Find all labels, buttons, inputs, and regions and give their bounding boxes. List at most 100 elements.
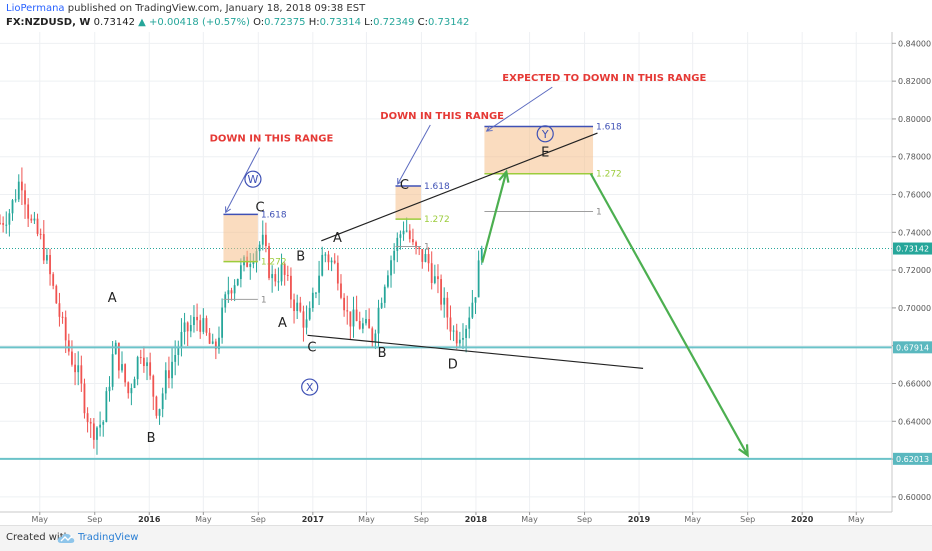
candle-body bbox=[67, 340, 70, 352]
x-tick-label: May bbox=[195, 515, 212, 524]
fib-label-1272: 1.272 bbox=[261, 258, 287, 268]
y-tick-label: 0.76000 bbox=[898, 191, 931, 200]
projection-arrowhead bbox=[498, 169, 510, 183]
candle-body bbox=[108, 386, 111, 392]
candle-body bbox=[99, 424, 102, 428]
level-price-tag-bg bbox=[893, 452, 932, 465]
candle-body bbox=[380, 302, 383, 308]
x-tick-label: 2019 bbox=[628, 515, 651, 524]
x-tick-label: 2017 bbox=[302, 515, 324, 524]
candle-body bbox=[374, 333, 377, 342]
trendline bbox=[307, 334, 644, 369]
candle-body bbox=[136, 357, 139, 380]
x-tick-label: Sep bbox=[251, 515, 266, 524]
candle-body bbox=[92, 423, 95, 440]
fib-label-1: 1 bbox=[596, 208, 602, 218]
candle-body bbox=[236, 278, 239, 286]
candle-body bbox=[86, 413, 89, 423]
fib-label-1272: 1.272 bbox=[596, 170, 622, 180]
open-value: 0.72375 bbox=[264, 17, 306, 28]
projection-arrow-line bbox=[481, 171, 508, 263]
candle-body bbox=[208, 332, 211, 344]
candle-body bbox=[158, 409, 161, 416]
candle-body bbox=[474, 297, 477, 303]
candle-body bbox=[64, 317, 67, 341]
close-value: 0.73142 bbox=[428, 17, 470, 28]
candle-body bbox=[352, 309, 355, 327]
annotations: DOWN IN THIS RANGE DOWN IN THIS RANGE EXPE… bbox=[210, 73, 706, 214]
candle-body bbox=[268, 246, 270, 279]
wave-label-circled: X bbox=[306, 381, 314, 394]
publish-info: published on TradingView.com, January 18… bbox=[67, 3, 366, 14]
candle-body bbox=[164, 370, 167, 394]
author-link[interactable]: LioPermana bbox=[6, 3, 65, 14]
candle-body bbox=[286, 274, 289, 276]
candle-body bbox=[293, 299, 295, 312]
candle-body bbox=[249, 264, 252, 267]
candle-body bbox=[183, 322, 186, 332]
candle-body bbox=[121, 364, 123, 371]
fibonacci-boxes: 1.618 1.272 1 1.618 1.272 1 1.618 1.272 1 bbox=[223, 122, 622, 305]
candle-body bbox=[405, 230, 408, 232]
candle-body bbox=[211, 341, 214, 344]
candle-body bbox=[258, 244, 261, 252]
publish-line: LioPermana published on TradingView.com,… bbox=[6, 3, 365, 14]
candle-body bbox=[142, 357, 145, 367]
horizontal-levels bbox=[0, 248, 892, 460]
wave-label: A bbox=[108, 291, 117, 306]
candle-body bbox=[252, 261, 255, 265]
wave-label: C bbox=[400, 178, 409, 193]
candle-body bbox=[114, 342, 117, 355]
axes: 0.600000.620000.640000.660000.680000.700… bbox=[0, 32, 932, 524]
candle-body bbox=[421, 249, 424, 262]
candle-body bbox=[117, 342, 120, 371]
candle-body bbox=[180, 331, 183, 349]
tradingview-brand[interactable]: TradingView bbox=[78, 532, 139, 543]
price-change: +0.00418 (+0.57%) bbox=[149, 17, 250, 28]
candle-body bbox=[283, 264, 286, 275]
candle-body bbox=[305, 319, 308, 328]
candle-body bbox=[89, 422, 92, 424]
candle-body bbox=[274, 274, 277, 282]
x-tick-label: May bbox=[684, 515, 701, 524]
candle-body bbox=[155, 396, 158, 416]
candle-body bbox=[408, 230, 411, 240]
candle-body bbox=[0, 222, 1, 224]
candle-body bbox=[24, 190, 26, 205]
candle-body bbox=[333, 260, 336, 263]
candle-body bbox=[233, 285, 236, 294]
candle-body bbox=[20, 181, 23, 191]
wave-label-circled: Y bbox=[541, 128, 549, 141]
candle-body bbox=[189, 325, 192, 332]
current-price-tag: 0.73142 bbox=[896, 245, 929, 254]
fib-label-1: 1 bbox=[261, 295, 267, 305]
candle-body bbox=[171, 361, 173, 379]
change-arrow-icon: ▲ bbox=[138, 17, 146, 28]
x-tick-label: Sep bbox=[740, 515, 755, 524]
y-tick-label: 0.64000 bbox=[898, 417, 931, 426]
candle-body bbox=[340, 283, 342, 298]
candle-body bbox=[55, 285, 58, 304]
candle-body bbox=[74, 364, 76, 373]
fib-label-1618: 1.618 bbox=[261, 210, 287, 220]
candle-body bbox=[471, 302, 474, 318]
candle-body bbox=[336, 262, 339, 284]
candle-body bbox=[402, 230, 405, 235]
candle-body bbox=[311, 292, 314, 309]
candle-body bbox=[96, 427, 98, 440]
y-tick-label: 0.82000 bbox=[898, 77, 931, 86]
candle-body bbox=[355, 309, 358, 322]
tradingview-cloud-icon[interactable] bbox=[57, 531, 75, 545]
footer-bar: Created with TradingView bbox=[0, 525, 932, 551]
candle-body bbox=[14, 199, 17, 201]
annotation-text: EXPECTED TO DOWN IN THIS RANGE bbox=[502, 73, 706, 84]
symbol-label[interactable]: FX:NZDUSD, W bbox=[6, 17, 91, 28]
x-tick-label: May bbox=[848, 515, 865, 524]
annotation-text: DOWN IN THIS RANGE bbox=[380, 111, 504, 122]
candle-body bbox=[358, 321, 361, 329]
candle-body bbox=[146, 362, 148, 367]
level-price-tag-bg bbox=[893, 341, 932, 354]
x-tick-label: 2016 bbox=[138, 515, 161, 524]
candle-body bbox=[349, 311, 352, 327]
